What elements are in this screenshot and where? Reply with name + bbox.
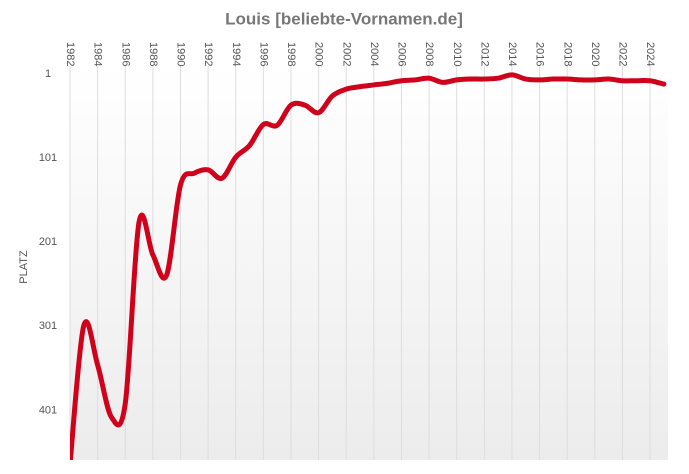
x-tick-label: 2004 [368,42,380,66]
y-axis-label: PLATZ [18,250,30,284]
y-tick-label: 101 [39,152,57,164]
x-tick-label: 2016 [534,42,546,66]
y-tick-label: 201 [39,236,57,248]
x-tick-label: 2008 [423,42,435,66]
series-line [70,72,667,460]
x-tick-label: 1988 [147,42,159,66]
lines [70,72,667,460]
x-tick-label: 1986 [119,42,131,66]
x-tick-label: 1990 [175,42,187,66]
x-tick-label: 2006 [396,42,408,66]
x-tick-label: 1994 [230,42,242,66]
x-tick-label: 1992 [202,42,214,66]
plot-background [70,66,668,460]
grid [69,66,651,460]
x-tick-label: 2018 [561,42,573,66]
x-tick-label: 1982 [64,42,76,66]
x-tick-label: 2002 [340,42,352,66]
x-tick-label: 2000 [313,42,325,66]
x-tick-label: 1998 [285,42,297,66]
chart-title: Louis [beliebte-Vornamen.de] [225,9,463,28]
x-tick-label: 2012 [478,42,490,66]
y-tick-label: 401 [39,404,57,416]
x-tick-label: 1984 [92,42,104,66]
x-tick-label: 2020 [589,42,601,66]
x-tick-label: 1996 [257,42,269,66]
y-tick-label: 1 [45,68,51,80]
x-tick-label: 2014 [506,42,518,66]
x-tick-label: 2022 [617,42,629,66]
x-tick-label: 2010 [451,42,463,66]
y-tick-label: 301 [39,320,57,332]
x-tick-label: 2024 [644,42,656,66]
